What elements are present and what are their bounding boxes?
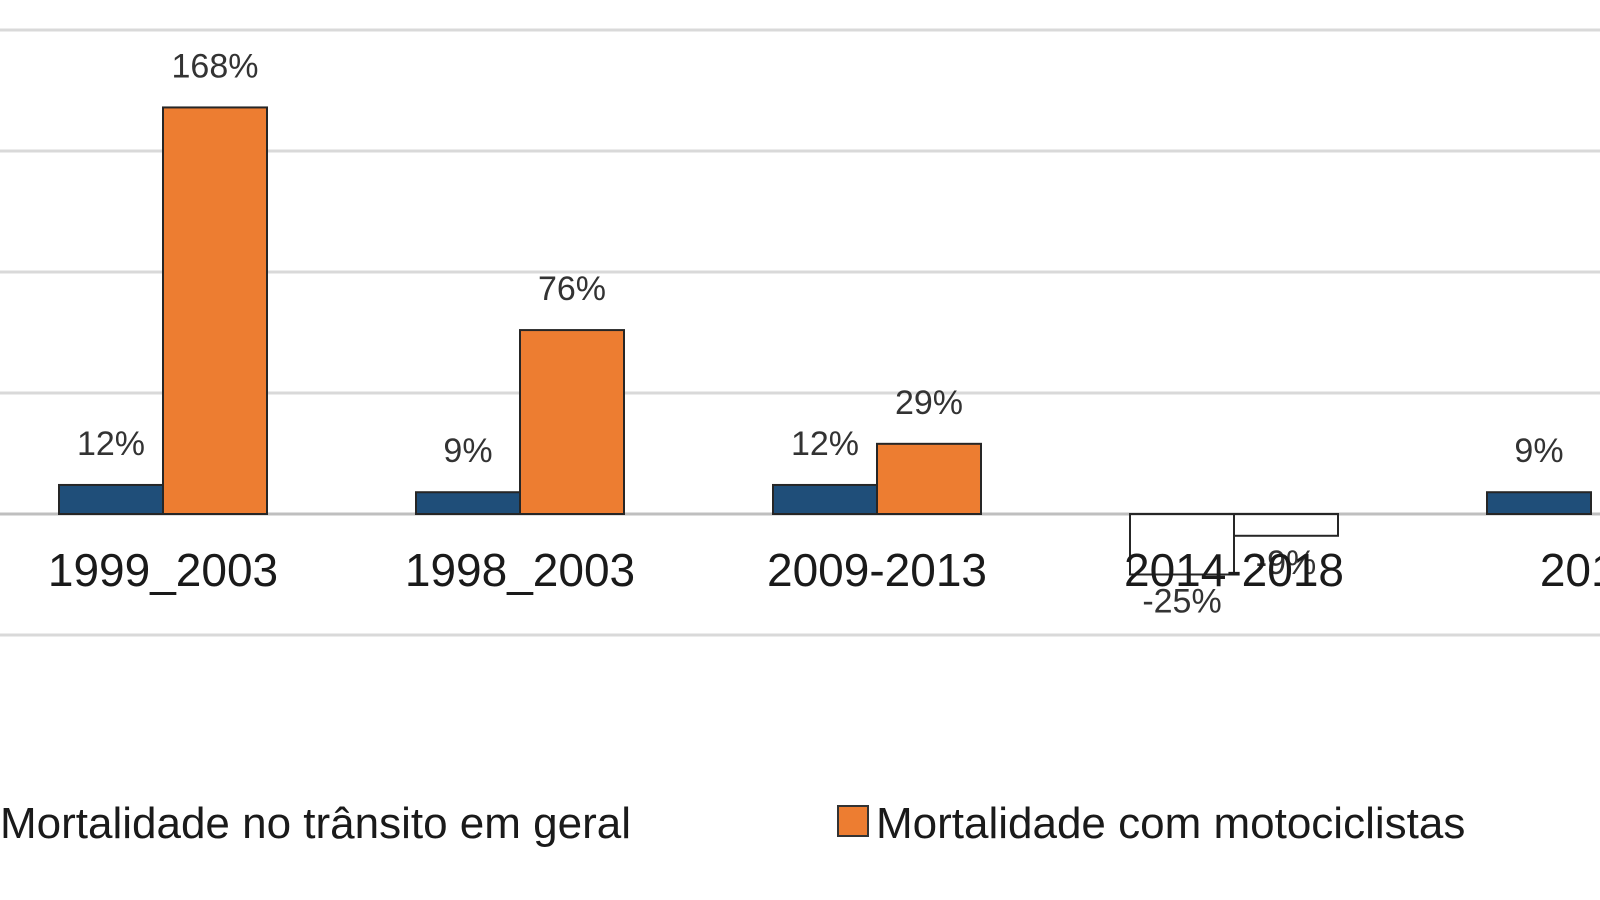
data-label-motorcyclists-0: 168% [172, 47, 259, 85]
category-labels: 1999_2003 1998_2003 2009-2013 2014-2018 2019 [48, 544, 1600, 596]
data-label-general-1: 9% [443, 432, 492, 470]
data-label-general-3: -25% [1142, 583, 1221, 621]
bar-general-0 [58, 483, 164, 515]
legend-swatch-motorcyclists [837, 805, 869, 837]
bar-motorcyclists-2 [876, 442, 982, 516]
data-label-general-0: 12% [77, 425, 145, 463]
bar-general-3 [1129, 513, 1235, 576]
data-label-motorcyclists-1: 76% [538, 270, 606, 308]
data-label-motorcyclists-2: 29% [895, 384, 963, 422]
bar-general-1 [415, 491, 521, 516]
bar-motorcyclists-1 [519, 329, 625, 515]
bar-motorcyclists-0 [162, 106, 268, 515]
data-label-general-4: 9% [1514, 432, 1563, 470]
data-label-motorcyclists-3: -9% [1256, 544, 1316, 582]
bar-motorcyclists-3 [1233, 513, 1339, 537]
bar-general-2 [772, 483, 878, 515]
legend-label-general: Mortalidade no trânsito em geral [0, 799, 631, 848]
category-label-4: 2019 [1540, 544, 1600, 596]
data-label-general-2: 12% [791, 425, 859, 463]
legend-label-motorcyclists: Mortalidade com motociclistas [876, 799, 1465, 848]
bars [58, 106, 1592, 576]
bar-general-4 [1486, 491, 1592, 516]
category-label-0: 1999_2003 [48, 544, 278, 596]
legend: Mortalidade no trânsito em geral Mortali… [0, 799, 1465, 848]
category-label-3: 2014-2018 [1124, 544, 1344, 596]
category-label-1: 1998_2003 [405, 544, 635, 596]
category-label-2: 2009-2013 [767, 544, 987, 596]
data-labels: 12% 9% 12% -25% 9% 168% 76% 29% -9% [77, 47, 1564, 620]
